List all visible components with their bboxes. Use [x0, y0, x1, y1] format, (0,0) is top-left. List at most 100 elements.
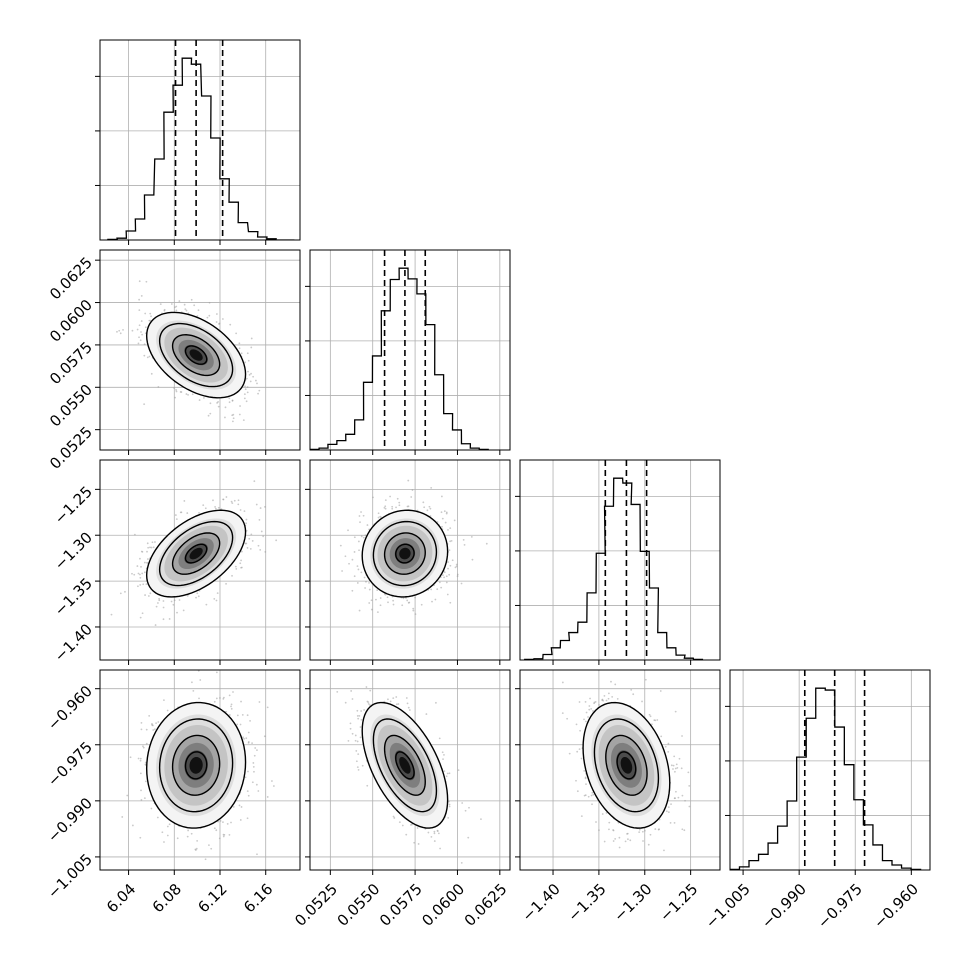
- scatter-point: [358, 609, 361, 612]
- scatter-point: [138, 336, 140, 339]
- scatter-point: [232, 417, 235, 420]
- scatter-point: [260, 530, 263, 533]
- scatter-point: [407, 479, 410, 482]
- scatter-point: [425, 713, 428, 715]
- scatter-point: [638, 831, 641, 834]
- histogram-bin: [211, 138, 220, 240]
- scatter-point: [351, 698, 354, 700]
- scatter-point: [431, 600, 433, 603]
- histogram-bin: [444, 414, 453, 450]
- scatter-point: [240, 352, 243, 355]
- scatter-point: [339, 544, 342, 547]
- scatter-point: [670, 764, 673, 767]
- scatter-point: [231, 414, 234, 417]
- scatter-point: [236, 714, 239, 717]
- y-tick-label: 0.0575: [46, 338, 96, 388]
- scatter-point: [195, 596, 197, 599]
- contour-line: [158, 322, 234, 388]
- scatter-point: [595, 821, 597, 823]
- scatter-point: [139, 339, 142, 342]
- scatter-point: [244, 388, 247, 391]
- scatter-panel-0-2: −1.40−1.35−1.30−1.25: [51, 459, 301, 665]
- scatter-point: [357, 540, 360, 543]
- histogram-bin: [144, 195, 153, 240]
- scatter-point: [348, 562, 350, 565]
- scatter-point: [683, 829, 686, 832]
- scatter-point: [138, 309, 141, 312]
- scatter-point: [351, 589, 354, 592]
- histogram-bin: [346, 434, 355, 450]
- scatter-point: [368, 588, 371, 591]
- scatter-point: [159, 303, 162, 306]
- scatter-point: [437, 832, 440, 835]
- scatter-point: [575, 723, 578, 726]
- scatter-point: [384, 507, 387, 510]
- histogram-bin: [569, 633, 578, 660]
- scatter-point: [356, 740, 359, 743]
- contour-line: [184, 751, 208, 780]
- scatter-point: [228, 833, 231, 836]
- scatter-point: [250, 372, 252, 375]
- scatter-point: [151, 724, 154, 727]
- scatter-point: [414, 613, 417, 616]
- histogram-bin: [461, 444, 470, 450]
- scatter-point: [611, 695, 614, 698]
- scatter-point: [604, 661, 606, 663]
- scatter-point: [139, 576, 142, 579]
- histogram-bin: [658, 633, 667, 660]
- panel-frame: [309, 249, 511, 451]
- scatter-point: [143, 343, 146, 346]
- scatter-point: [198, 511, 200, 514]
- scatter-point: [448, 803, 451, 806]
- scatter-point: [407, 505, 410, 508]
- scatter-point: [376, 589, 379, 592]
- scatter-point: [667, 742, 670, 745]
- scatter-point: [392, 815, 395, 818]
- scatter-point: [144, 561, 146, 564]
- scatter-plot-area: [100, 250, 300, 450]
- scatter-point: [217, 506, 220, 509]
- scatter-point: [618, 846, 621, 849]
- scatter-point: [206, 316, 209, 319]
- scatter-point: [364, 587, 366, 589]
- scatter-point: [228, 714, 231, 716]
- scatter-point: [163, 308, 166, 311]
- scatter-point: [584, 794, 587, 797]
- scatter-point: [601, 666, 603, 668]
- scatter-point: [430, 487, 433, 489]
- scatter-point: [383, 506, 386, 509]
- scatter-point: [642, 840, 644, 842]
- scatter-point: [605, 699, 608, 702]
- panel-frame: [309, 459, 511, 661]
- scatter-plot-area: [100, 670, 300, 870]
- scatter-point: [449, 564, 452, 567]
- scatter-point: [170, 303, 173, 305]
- scatter-point: [215, 671, 218, 674]
- scatter-point: [401, 824, 404, 827]
- scatter-point: [580, 815, 583, 818]
- histogram-bin: [399, 268, 408, 450]
- scatter-point: [412, 609, 415, 612]
- scatter-point: [584, 700, 587, 703]
- scatter-point: [121, 816, 124, 818]
- scatter-point: [246, 386, 249, 388]
- scatter-point: [602, 699, 605, 702]
- density-fill: [399, 547, 411, 560]
- scatter-point: [138, 280, 141, 283]
- scatter-point: [216, 402, 218, 404]
- scatter-point: [245, 400, 248, 403]
- scatter-point: [250, 337, 253, 340]
- y-tick-label: 0.0600: [46, 296, 96, 346]
- scatter-point: [148, 715, 151, 717]
- scatter-point: [146, 558, 149, 560]
- scatter-point: [673, 821, 676, 824]
- histogram-bin: [578, 622, 587, 660]
- scatter-point: [193, 304, 196, 307]
- scatter-point: [356, 565, 359, 568]
- scatter-point: [244, 361, 247, 364]
- scatter-point: [136, 565, 139, 567]
- scatter-point: [149, 546, 151, 549]
- scatter-point: [670, 803, 672, 806]
- scatter-point: [173, 387, 176, 389]
